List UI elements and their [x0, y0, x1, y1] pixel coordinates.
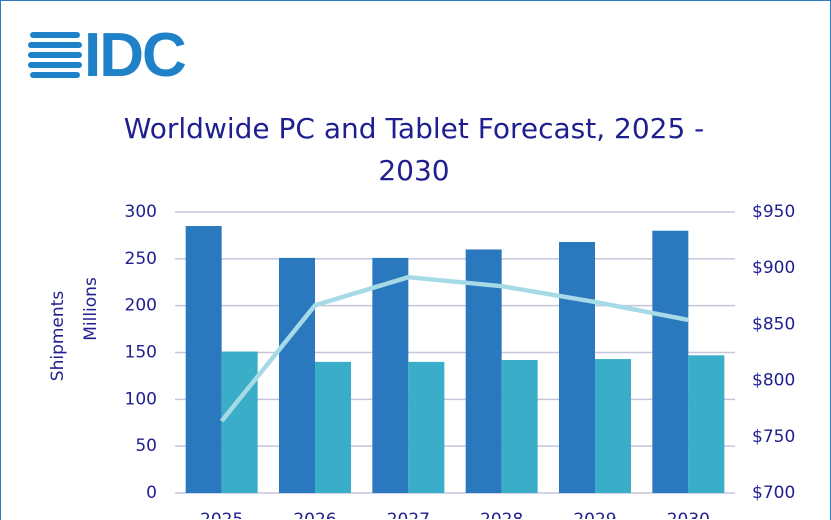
bar [408, 361, 445, 493]
y-tick-label: 50 [135, 436, 157, 456]
x-tick-label: 2028 [480, 510, 523, 519]
y2-tick-label: $900 [752, 258, 795, 278]
bar [559, 241, 595, 493]
y2-tick-label: $850 [752, 314, 795, 334]
y-tick-label: 250 [125, 249, 157, 269]
y-axis-label: Millions [81, 277, 101, 341]
bar [185, 226, 222, 494]
x-tick-label: 2030 [667, 510, 710, 519]
x-tick-label: 2027 [387, 510, 430, 519]
y2-tick-label: $700 [752, 483, 795, 503]
bar [372, 257, 409, 493]
x-tick-label: 2029 [573, 510, 616, 519]
y-tick-label: 200 [125, 296, 157, 316]
bar [652, 230, 689, 493]
y-axis-label: Shipments [48, 291, 68, 382]
bar [501, 359, 538, 493]
y-tick-label: 300 [125, 202, 157, 222]
x-tick-label: 2025 [200, 510, 243, 519]
logo-text: IDC [84, 21, 187, 90]
y2-tick-label: $750 [752, 427, 795, 447]
bar [595, 359, 631, 493]
y2-tick-label: $800 [752, 371, 795, 391]
y-tick-label: 100 [125, 389, 157, 409]
y2-tick-label: $950 [752, 202, 795, 222]
line [219, 274, 689, 423]
chart-title: Worldwide PC and Tablet Forecast, 2025 -… [123, 112, 705, 187]
y-tick-label: 0 [146, 483, 157, 503]
y-tick-label: 150 [125, 343, 157, 363]
bar [465, 249, 502, 493]
bar [688, 355, 725, 493]
bar [221, 351, 258, 493]
bar [315, 361, 351, 493]
bar [279, 257, 315, 493]
logo-mark [28, 32, 82, 78]
x-tick-label: 2026 [293, 510, 336, 519]
